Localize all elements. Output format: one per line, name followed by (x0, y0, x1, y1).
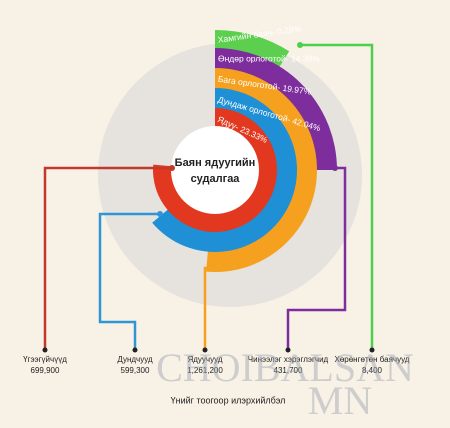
connector (203, 266, 215, 350)
connector (43, 166, 172, 350)
title-line: Баян ядуугийн (175, 157, 256, 169)
watermark: MN (308, 378, 372, 423)
group-value: 599,300 (121, 366, 150, 375)
group-name: Дундчууд (117, 355, 153, 364)
segment-band (215, 30, 290, 70)
group-value: 8,400 (362, 366, 383, 375)
segment-band (206, 68, 317, 272)
footer: Үнийг тоогоор илэрхийлбэл (171, 395, 286, 405)
group-name: Хөрөнгөтөн баячууд (335, 355, 410, 364)
connector-dot (132, 347, 138, 353)
connector-dot (332, 165, 338, 171)
connector (286, 166, 347, 350)
group-value: 699,900 (31, 366, 60, 375)
title-line: судалгаа (191, 173, 241, 185)
group-name: Чинээлэг хэрэглэгчид (248, 355, 329, 364)
group-value: 1,261,200 (187, 366, 223, 375)
connector-dot (202, 347, 208, 353)
connector-dot (157, 211, 163, 217)
connector-dot (169, 165, 175, 171)
connector (98, 212, 160, 350)
segment-label: Өндөр орлоготой- 14.39% (218, 53, 320, 63)
center-circle (171, 126, 259, 214)
connector-dot (285, 347, 291, 353)
connector (300, 43, 374, 350)
group-value: 431,700 (274, 366, 303, 375)
group-name: Ядуучууд (187, 355, 222, 364)
watermark: CHOIBALSAN (156, 345, 414, 390)
segment-band (215, 48, 337, 170)
connector-dot (42, 347, 48, 353)
connector-dot (369, 347, 375, 353)
group-name: Үгээгүйчүүд (23, 355, 67, 364)
connector-dot (212, 265, 218, 271)
connector-dot (297, 42, 303, 48)
